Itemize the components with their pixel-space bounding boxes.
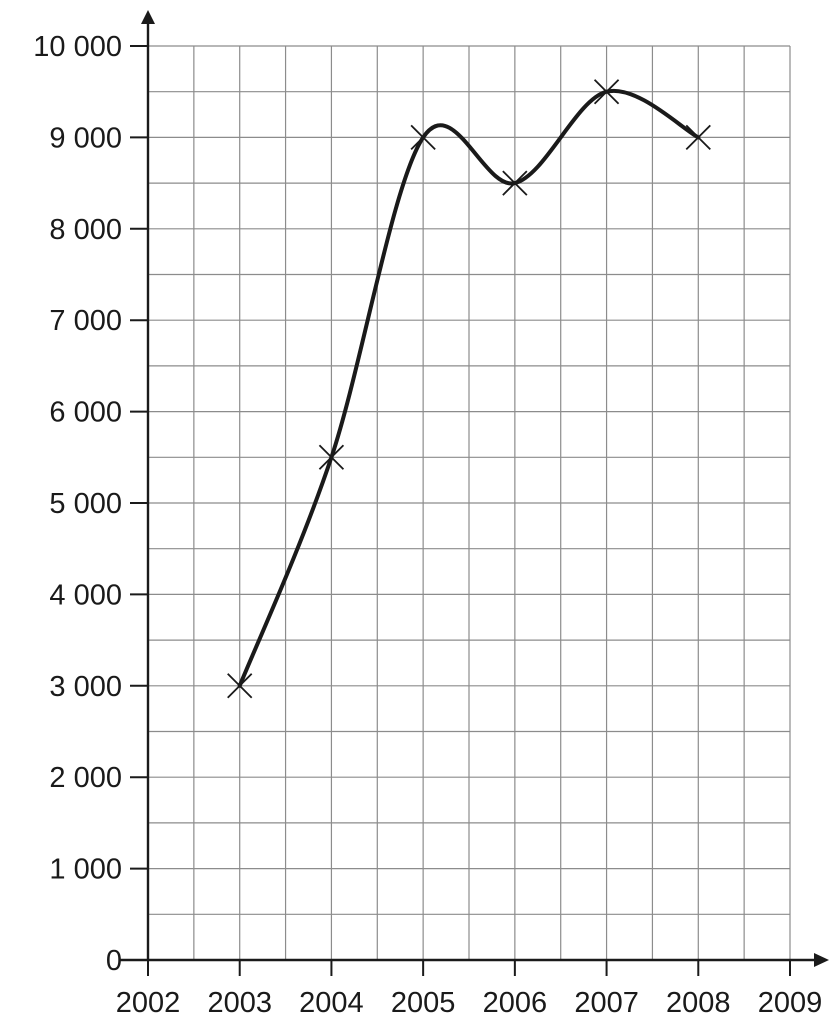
y-tick-label: 9 000 — [49, 122, 122, 154]
marker-stroke — [318, 444, 345, 470]
axes — [120, 10, 829, 976]
y-tick-label: 5 000 — [49, 488, 122, 520]
y-tick-label: 4 000 — [49, 579, 122, 611]
y-tick-label: 0 — [106, 945, 122, 977]
marker-stroke — [227, 673, 253, 699]
x-tick-label: 2005 — [391, 987, 456, 1019]
x-axis-arrow — [814, 953, 829, 967]
tick-labels: 0 1 000 2 000 3 000 4 000 5 000 6 000 7 000 8 00… — [33, 31, 822, 1019]
data-point-marker — [227, 673, 253, 699]
markers-layer — [227, 79, 711, 699]
y-tick-label: 1 000 — [49, 854, 122, 886]
data-point-marker — [502, 170, 528, 196]
x-tick-label: 2002 — [116, 987, 181, 1019]
y-tick-label: 8 000 — [49, 214, 122, 246]
y-tick-label: 7 000 — [49, 305, 122, 337]
y-tick-label: 3 000 — [49, 671, 122, 703]
grid — [148, 45, 791, 960]
y-tick-label: 2 000 — [49, 762, 122, 794]
marker-stroke — [502, 170, 528, 196]
x-tick-label: 2008 — [666, 987, 731, 1019]
y-tick-label: 10 000 — [33, 31, 122, 63]
x-tick-label: 2006 — [483, 987, 548, 1019]
y-tick-label: 6 000 — [49, 397, 122, 429]
x-tick-label: 2009 — [758, 987, 823, 1019]
data-point-marker — [593, 79, 620, 105]
marker-stroke — [410, 124, 436, 151]
x-tick-label: 2003 — [207, 987, 272, 1019]
marker-stroke — [593, 79, 620, 105]
marker-stroke — [685, 124, 711, 151]
x-tick-label: 2004 — [299, 987, 364, 1019]
data-point-marker — [685, 124, 711, 151]
data-point-marker — [318, 444, 345, 470]
y-axis-arrow — [141, 10, 155, 24]
data-point-marker — [410, 124, 436, 151]
x-tick-label: 2007 — [574, 987, 639, 1019]
